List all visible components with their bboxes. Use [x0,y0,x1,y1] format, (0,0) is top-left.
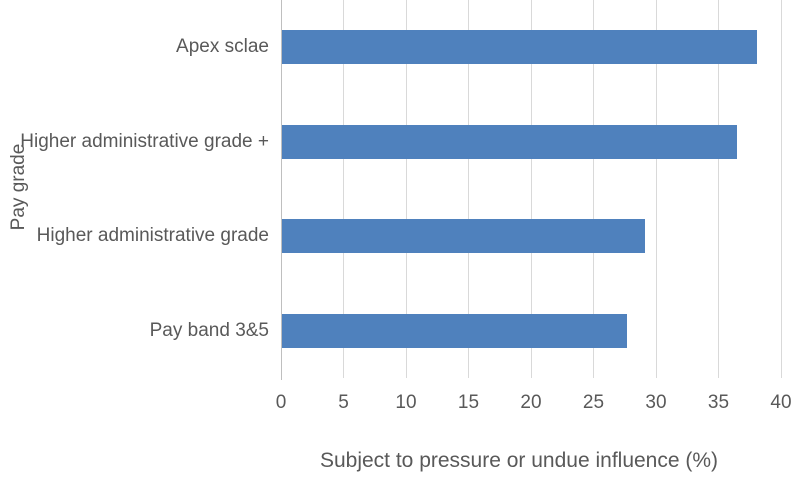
category-label-0: Apex sclae [176,36,269,58]
category-label-3: Pay band 3&5 [149,319,269,341]
x-tick-label-15: 15 [457,392,480,413]
gridline-10 [405,0,407,378]
gridline-40 [780,0,782,378]
gridline-25 [593,0,594,378]
bar-1 [282,124,737,159]
x-tick-label-25: 25 [582,392,605,413]
bar-2 [282,219,645,254]
y-axis-line [280,0,282,380]
y-axis-title: Pay grade [8,143,29,231]
gridline-15 [468,0,469,378]
gridline-35 [718,0,719,378]
bar-3 [282,313,627,348]
gridline-30 [655,0,657,378]
category-label-1: Higher administrative grade + [20,130,269,152]
category-label-2: Higher administrative grade [36,225,269,247]
x-tick-label-35: 35 [707,392,730,413]
x-tick-label-0: 0 [275,392,287,413]
bar-0 [282,30,757,65]
gridline-5 [343,0,344,378]
x-tick-label-10: 10 [395,392,417,413]
x-tick-label-30: 30 [645,392,667,413]
x-tick-label-40: 40 [770,392,792,413]
gridline-20 [530,0,532,378]
x-tick-label-5: 5 [338,392,349,413]
x-tick-label-20: 20 [520,392,542,413]
x-axis-title: Subject to pressure or undue influence (… [319,449,719,472]
